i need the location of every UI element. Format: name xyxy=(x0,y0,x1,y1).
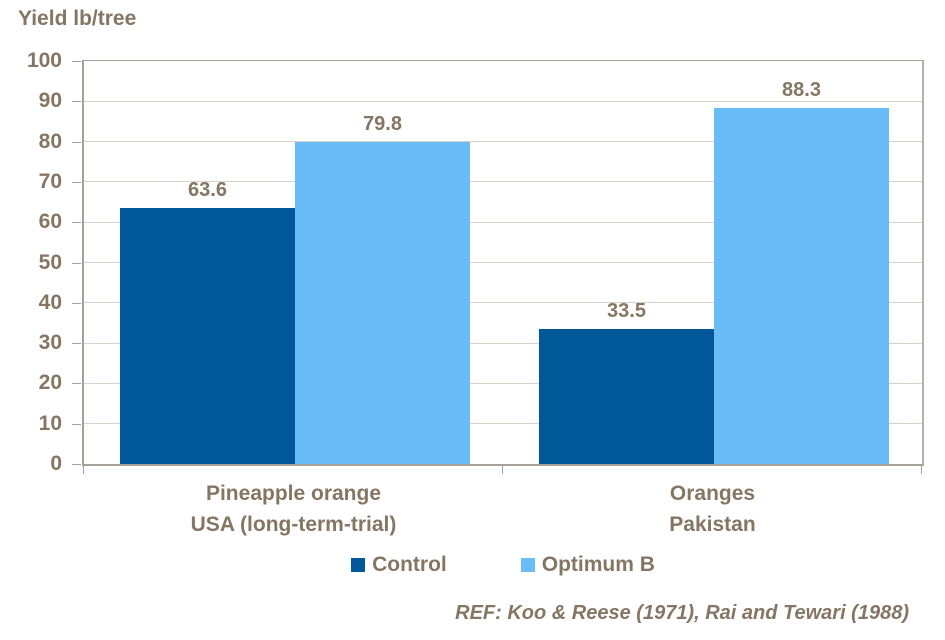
x-axis-tick-mark xyxy=(502,465,503,474)
gridline xyxy=(84,302,922,304)
legend-label: Control xyxy=(372,553,447,576)
y-axis-tick-label: 60 xyxy=(38,210,62,234)
y-axis-title: Yield lb/tree xyxy=(18,7,137,30)
legend-item-optimum-b: Optimum B xyxy=(520,553,655,577)
y-axis-tick-label: 30 xyxy=(38,331,62,355)
y-axis-tick-label: 70 xyxy=(38,169,62,193)
bar-control xyxy=(539,329,714,464)
category-label-line2: USA (long-term-trial) xyxy=(190,513,397,536)
y-axis-tick-mark xyxy=(72,142,81,143)
y-axis-tick-mark xyxy=(72,101,81,102)
legend-swatch xyxy=(351,558,366,572)
y-axis-tick-label: 20 xyxy=(38,371,62,395)
y-axis-tick-mark xyxy=(72,464,81,465)
bar-value-label: 63.6 xyxy=(188,178,227,201)
gridline xyxy=(84,382,922,384)
y-axis-tick-label: 80 xyxy=(38,129,62,153)
x-axis-tick-mark xyxy=(921,465,922,474)
gridline xyxy=(84,342,922,344)
reference-note: REF: Koo & Reese (1971), Rai and Tewari … xyxy=(455,602,909,624)
bar-value-label: 79.8 xyxy=(363,113,402,136)
category-label: Pineapple orange USA (long-term-trial) xyxy=(84,478,503,540)
gridline xyxy=(84,141,922,143)
y-axis-tick-label: 50 xyxy=(38,250,62,274)
gridline xyxy=(84,221,922,223)
y-axis-tick-label: 100 xyxy=(26,49,62,72)
bar-control xyxy=(120,207,295,464)
x-axis-tick-mark xyxy=(83,465,84,474)
y-axis-tick-mark xyxy=(72,303,81,304)
y-axis-tick-label: 0 xyxy=(50,452,62,475)
category-label-line1: Oranges xyxy=(669,482,756,505)
bar-value-label: 88.3 xyxy=(782,79,821,102)
gridline xyxy=(84,262,922,263)
y-axis-tick-mark xyxy=(72,182,81,183)
y-axis-tick-mark xyxy=(72,61,81,62)
legend-swatch xyxy=(520,558,535,572)
category-label-line1: Pineapple orange xyxy=(205,482,382,505)
category-label-line2: Pakistan xyxy=(669,513,756,536)
legend-label: Optimum B xyxy=(541,553,655,576)
y-axis-tick-mark xyxy=(72,222,81,223)
chart-legend: Control Optimum B xyxy=(82,553,924,577)
legend-item-control: Control xyxy=(351,553,447,577)
gridline xyxy=(84,181,922,183)
gridline xyxy=(84,423,922,425)
y-axis-tick-label: 40 xyxy=(38,290,62,314)
category-label: Oranges Pakistan xyxy=(503,478,922,540)
bar-value-label: 33.5 xyxy=(607,300,646,322)
bar-optimum-b xyxy=(714,108,889,464)
plot-area: 63.6 79.8 33.5 88.3 xyxy=(82,60,924,466)
gridline xyxy=(84,100,922,102)
y-axis-tick-mark xyxy=(72,343,81,344)
y-axis-tick-mark xyxy=(72,383,81,384)
y-axis-tick-mark xyxy=(72,263,81,264)
y-axis-tick-label: 10 xyxy=(38,411,62,435)
y-axis-tick-label: 90 xyxy=(38,89,62,113)
y-axis-tick-mark xyxy=(72,424,81,425)
bar-optimum-b xyxy=(295,142,470,464)
